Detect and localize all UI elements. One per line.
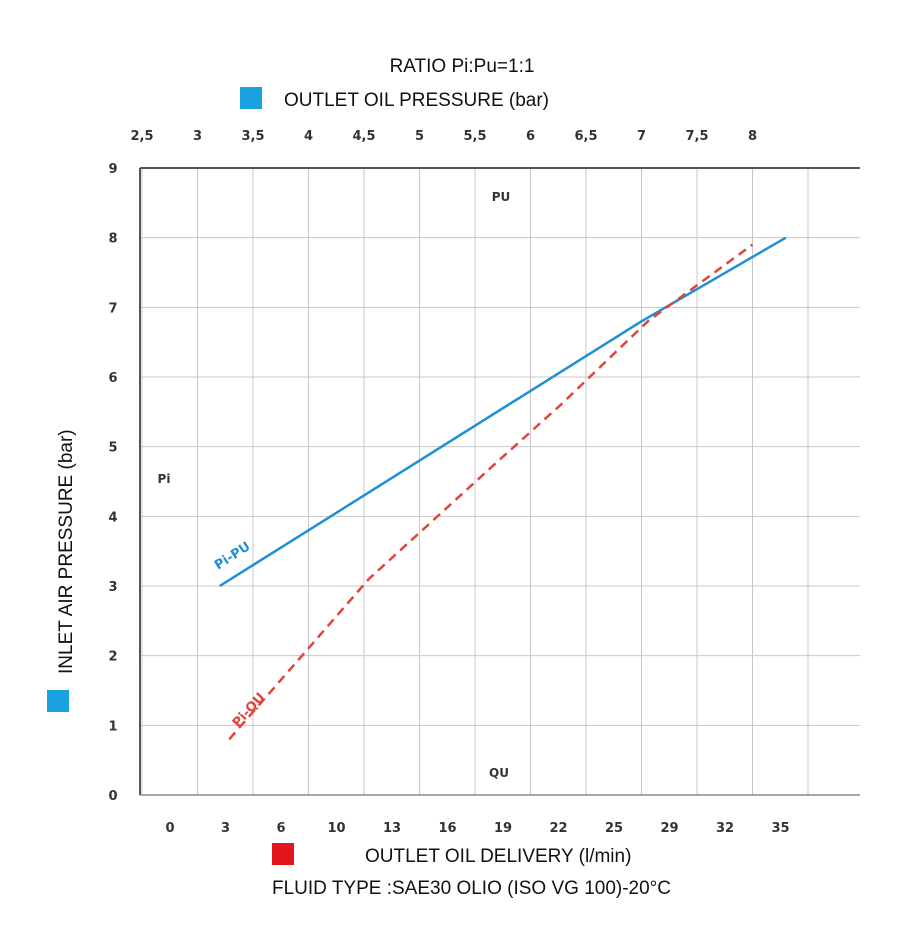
y-tick-label: 4: [108, 510, 117, 525]
x-top-tick-label: 7,5: [685, 129, 708, 144]
x-top-tick-label: 8: [748, 129, 757, 144]
qu-inner-label: QU: [489, 766, 509, 780]
y-tick-label: 2: [108, 650, 117, 665]
x-bottom-tick-labels: 0 3 6 10 13 16 19 22 25 29 32 35: [165, 821, 789, 836]
x-top-tick-label: 7: [637, 129, 646, 144]
x-bottom-tick-label: 19: [494, 821, 512, 836]
x-bottom-tick-label: 29: [660, 821, 678, 836]
pi-inner-label: Pi: [158, 472, 171, 486]
pi-pu-series-line: [219, 236, 787, 588]
x-top-tick-label: 2,5: [130, 129, 153, 144]
series-layer: [219, 236, 787, 741]
y-tick-label: 3: [108, 580, 117, 595]
y-tick-labels: 0 1 2 3 4 5 6 7 8 9: [108, 162, 117, 804]
y-tick-label: 8: [108, 232, 117, 247]
x-top-tick-label: 3: [193, 129, 202, 144]
outlet-delivery-legend-marker: [272, 843, 294, 865]
x-bottom-tick-label: 0: [165, 821, 174, 836]
y-tick-label: 6: [108, 371, 117, 386]
x-top-tick-label: 5,5: [463, 129, 486, 144]
x-bottom-tick-label: 22: [549, 821, 567, 836]
x-top-tick-label: 3,5: [241, 129, 264, 144]
left-axis-label: INLET AIR PRESSURE (bar): [56, 429, 77, 674]
x-top-tick-label: 6: [526, 129, 535, 144]
x-top-tick-label: 6,5: [574, 129, 597, 144]
x-top-tick-label: 4,5: [352, 129, 375, 144]
outlet-pressure-legend-marker: [240, 87, 262, 109]
bottom-axis-label: OUTLET OIL DELIVERY (l/min): [365, 846, 631, 867]
chart-title: RATIO Pi:Pu=1:1: [390, 56, 535, 77]
x-bottom-tick-label: 3: [221, 821, 230, 836]
pi-qu-series-label: Pi-QU: [230, 690, 269, 731]
y-tick-label: 0: [108, 789, 117, 804]
axes: [139, 167, 860, 796]
inlet-pressure-legend-marker: [47, 690, 69, 712]
top-axis-label: OUTLET OIL PRESSURE (bar): [284, 90, 549, 111]
y-tick-label: 9: [108, 162, 117, 177]
x-top-tick-labels: 2,5 3 3,5 4 4,5 5 5,5 6 6,5 7 7,5 8: [130, 129, 757, 144]
fluid-type-note: FLUID TYPE :SAE30 OLIO (ISO VG 100)-20°C: [272, 878, 671, 899]
x-bottom-tick-label: 25: [605, 821, 623, 836]
y-tick-label: 1: [108, 719, 117, 734]
x-bottom-tick-label: 16: [438, 821, 456, 836]
x-bottom-tick-label: 10: [327, 821, 345, 836]
x-bottom-tick-label: 6: [276, 821, 285, 836]
x-bottom-tick-label: 32: [716, 821, 734, 836]
y-tick-label: 5: [108, 441, 117, 456]
y-tick-label: 7: [108, 301, 117, 316]
pi-qu-series-line: [228, 243, 754, 741]
pu-inner-label: PU: [492, 190, 511, 204]
x-top-tick-label: 4: [304, 129, 313, 144]
grid: [140, 167, 860, 796]
x-top-tick-label: 5: [415, 129, 424, 144]
x-bottom-tick-label: 35: [771, 821, 789, 836]
x-bottom-tick-label: 13: [383, 821, 401, 836]
